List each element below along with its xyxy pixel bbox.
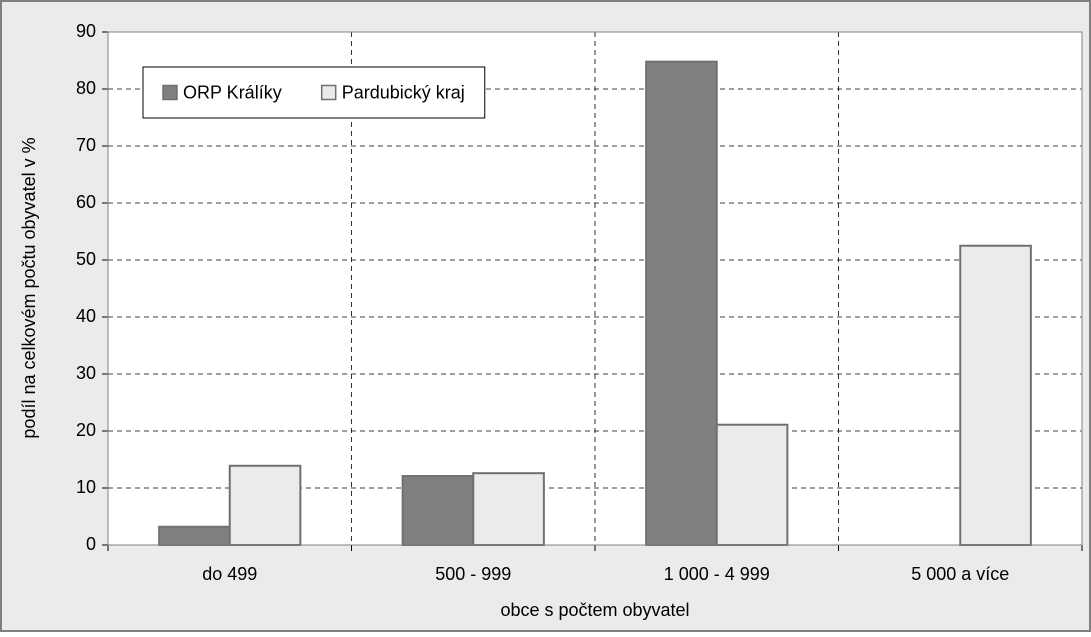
x-tick-label: 5 000 a více bbox=[911, 564, 1009, 584]
bar bbox=[715, 423, 789, 547]
legend-swatch bbox=[162, 84, 178, 101]
y-tick-label: 20 bbox=[76, 420, 96, 440]
x-tick-label: 1 000 - 4 999 bbox=[664, 564, 770, 584]
legend-label: ORP Králíky bbox=[183, 82, 282, 102]
bar bbox=[959, 244, 1032, 546]
y-tick-label: 10 bbox=[76, 477, 96, 497]
bar bbox=[472, 472, 545, 546]
bar bbox=[158, 525, 231, 547]
bar bbox=[401, 475, 475, 546]
y-tick-label: 70 bbox=[76, 135, 96, 155]
x-tick-label: do 499 bbox=[202, 564, 257, 584]
y-tick-label: 40 bbox=[76, 306, 96, 326]
bar bbox=[645, 60, 718, 546]
x-axis-title: obce s počtem obyvatel bbox=[500, 600, 689, 620]
plot-border bbox=[107, 31, 1083, 546]
y-tick-label: 0 bbox=[86, 534, 96, 554]
y-tick-label: 80 bbox=[76, 78, 96, 98]
y-tick-label: 90 bbox=[76, 21, 96, 41]
legend-label: Pardubický kraj bbox=[342, 82, 465, 102]
x-tick-label: 500 - 999 bbox=[435, 564, 511, 584]
bar bbox=[228, 464, 302, 546]
legend-box bbox=[142, 66, 486, 119]
y-tick-label: 50 bbox=[76, 249, 96, 269]
y-tick-label: 30 bbox=[76, 363, 96, 383]
y-axis-title: podíl na celkovém počtu obyvatel v % bbox=[19, 137, 39, 438]
legend-swatch bbox=[320, 84, 337, 101]
y-tick-label: 60 bbox=[76, 192, 96, 212]
